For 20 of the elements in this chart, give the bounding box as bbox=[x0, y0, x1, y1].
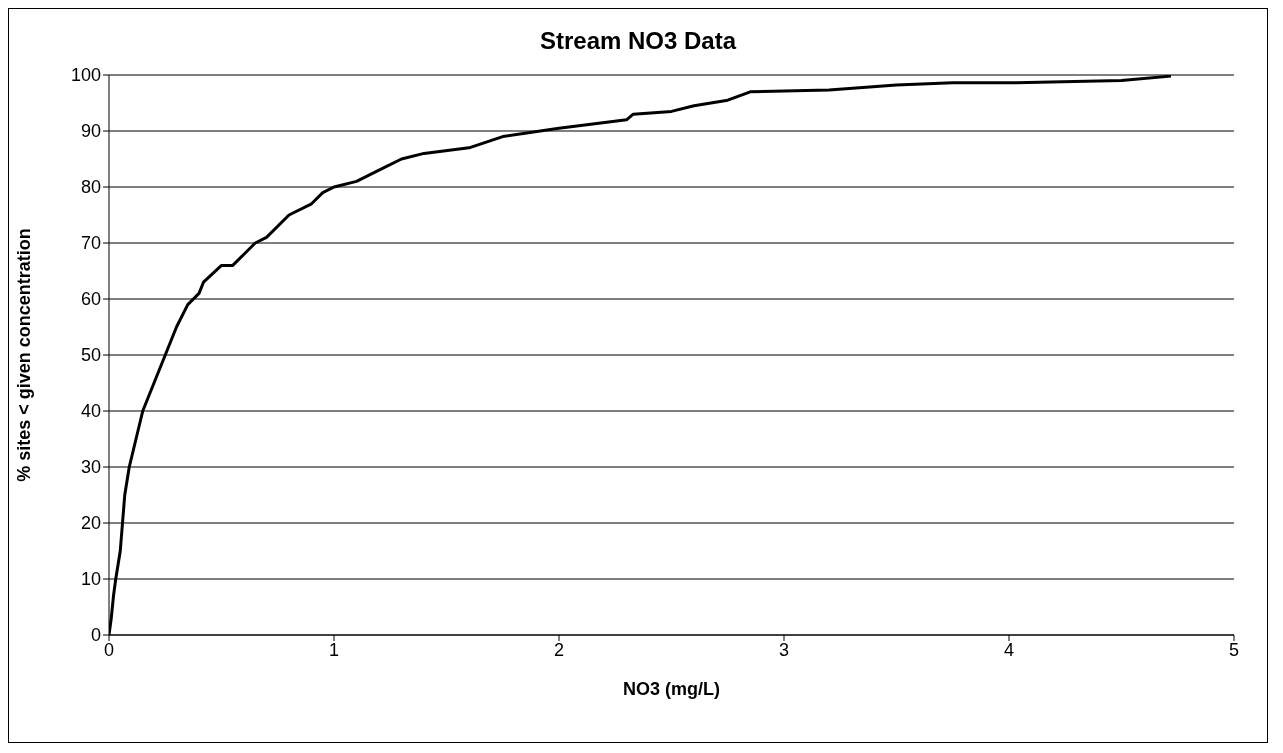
y-tick-label: 70 bbox=[80, 233, 101, 254]
y-tick-label: 100 bbox=[70, 65, 101, 86]
x-tick-label: 4 bbox=[1003, 639, 1015, 660]
chart-title: Stream NO3 Data bbox=[538, 27, 738, 55]
x-tick-label: 0 bbox=[103, 639, 115, 660]
x-axis-title: NO3 (mg/L) bbox=[623, 679, 720, 699]
y-tick-label: 10 bbox=[80, 569, 101, 590]
y-tick-label: 30 bbox=[80, 457, 101, 478]
y-axis-title: % sites < given concentration bbox=[14, 228, 35, 482]
y-tick-label: 20 bbox=[80, 513, 101, 534]
y-tick-label: 80 bbox=[80, 177, 101, 198]
y-tick-label: 60 bbox=[80, 289, 101, 310]
x-tick-label: 2 bbox=[553, 639, 565, 660]
y-tick-label: 40 bbox=[80, 401, 101, 422]
x-tick-label: 1 bbox=[328, 639, 340, 660]
y-tick-label: 0 bbox=[90, 625, 101, 646]
y-tick-label: 50 bbox=[80, 345, 101, 366]
y-tick-label: 90 bbox=[80, 121, 101, 142]
x-tick-label: 5 bbox=[1228, 639, 1240, 660]
x-tick-label: 3 bbox=[778, 639, 790, 660]
